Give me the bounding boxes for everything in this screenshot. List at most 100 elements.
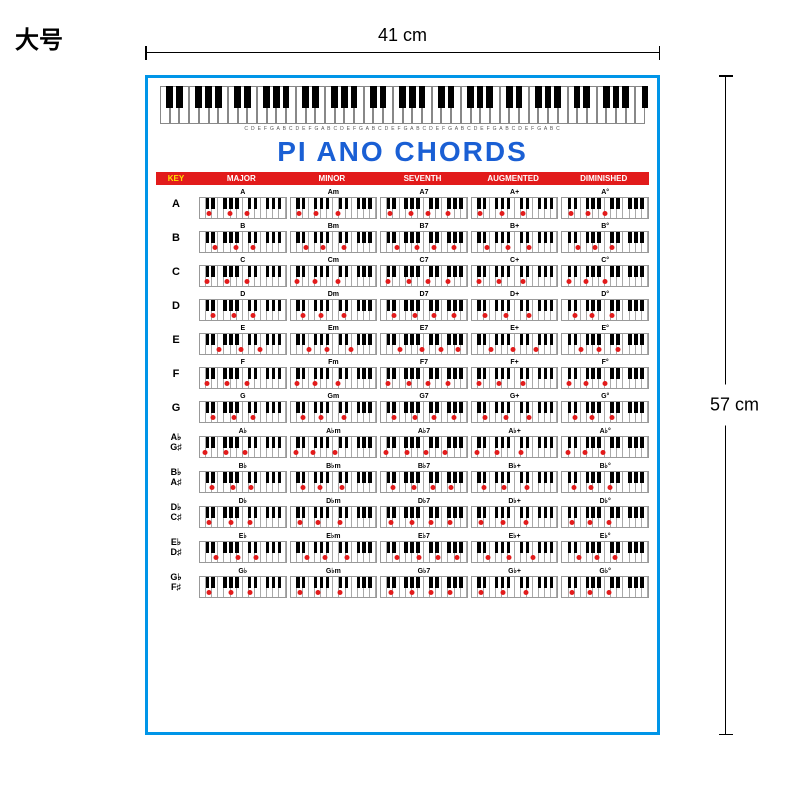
chord-diagram: G♭ — [199, 567, 287, 598]
chord-name: C7 — [380, 257, 468, 264]
chord-diagram: Am — [290, 189, 378, 219]
column-header: MAJOR — [196, 174, 287, 183]
chord-name: E♭m — [290, 532, 378, 540]
mini-keyboard — [380, 333, 468, 355]
mini-keyboard — [561, 541, 649, 563]
chord-diagram: A♭° — [561, 427, 649, 458]
chord-name: D+ — [471, 291, 559, 298]
chord-name: F7 — [380, 359, 468, 366]
chord-row: B♭A♯B♭B♭mB♭7B♭+B♭° — [156, 462, 649, 493]
mini-keyboard — [380, 231, 468, 253]
chord-diagram: F+ — [471, 359, 559, 389]
chord-name: E♭° — [561, 532, 649, 540]
chord-diagram: Cm — [290, 257, 378, 287]
chord-diagram: E° — [561, 325, 649, 355]
chord-diagram: A♭m — [290, 427, 378, 458]
mini-keyboard — [471, 401, 559, 423]
chord-diagram: G° — [561, 393, 649, 423]
chord-row: A♭G♯A♭A♭mA♭7A♭+A♭° — [156, 427, 649, 458]
mini-keyboard — [561, 231, 649, 253]
chord-diagram: G+ — [471, 393, 559, 423]
row-key-label: C — [156, 266, 196, 278]
mini-keyboard — [199, 333, 287, 355]
column-header: DIMINISHED — [558, 174, 649, 183]
chord-name: D♭+ — [471, 497, 559, 505]
mini-keyboard — [380, 401, 468, 423]
chord-name: G° — [561, 393, 649, 400]
mini-keyboard — [380, 367, 468, 389]
top-keyboard — [160, 86, 645, 124]
mini-keyboard — [290, 436, 378, 458]
chord-diagram: A♭+ — [471, 427, 559, 458]
mini-keyboard — [561, 299, 649, 321]
mini-keyboard — [290, 231, 378, 253]
mini-keyboard — [290, 265, 378, 287]
chord-diagram: D♭m — [290, 497, 378, 528]
width-value: 41 cm — [368, 25, 437, 46]
chord-diagram: B♭° — [561, 462, 649, 493]
row-key-label: D — [156, 300, 196, 312]
chord-diagram: G — [199, 393, 287, 423]
chord-name: C° — [561, 257, 649, 264]
chord-name: B♭ — [199, 462, 287, 470]
chord-name: G+ — [471, 393, 559, 400]
chord-name: F+ — [471, 359, 559, 366]
chord-diagram: C° — [561, 257, 649, 287]
chord-diagram: E♭m — [290, 532, 378, 563]
chord-diagram: D♭+ — [471, 497, 559, 528]
chord-name: A — [199, 189, 287, 196]
chord-diagram: D+ — [471, 291, 559, 321]
mini-keyboard — [561, 197, 649, 219]
poster-title: PI ANO CHORDS — [156, 136, 649, 168]
chord-name: B+ — [471, 223, 559, 230]
chord-diagram: D° — [561, 291, 649, 321]
chord-name: E+ — [471, 325, 559, 332]
mini-keyboard — [290, 367, 378, 389]
chord-name: B♭° — [561, 462, 649, 470]
mini-keyboard — [290, 576, 378, 598]
column-header: KEY — [156, 174, 196, 183]
mini-keyboard — [199, 401, 287, 423]
row-key-label: G♭F♯ — [156, 573, 196, 593]
mini-keyboard — [199, 367, 287, 389]
chord-diagram: A — [199, 189, 287, 219]
mini-keyboard — [561, 576, 649, 598]
chord-name: E7 — [380, 325, 468, 332]
chord-diagram: G♭7 — [380, 567, 468, 598]
chord-name: A♭7 — [380, 427, 468, 435]
mini-keyboard — [561, 265, 649, 287]
mini-keyboard — [471, 541, 559, 563]
chord-diagram: D7 — [380, 291, 468, 321]
mini-keyboard — [561, 471, 649, 493]
chord-name: B° — [561, 223, 649, 230]
chord-name: B♭7 — [380, 462, 468, 470]
chord-name: G♭+ — [471, 567, 559, 575]
mini-keyboard — [380, 299, 468, 321]
poster: C D E F G A B C D E F G A B C D E F G A … — [145, 75, 660, 735]
size-label: 大号 — [15, 20, 63, 55]
chord-row: D♭C♯D♭D♭mD♭7D♭+D♭° — [156, 497, 649, 528]
chord-diagram: D♭ — [199, 497, 287, 528]
chord-diagram: C — [199, 257, 287, 287]
mini-keyboard — [290, 197, 378, 219]
chord-name: Em — [290, 325, 378, 332]
mini-keyboard — [380, 471, 468, 493]
chord-row: FFFmF7F+F° — [156, 359, 649, 389]
chord-diagram: A♭7 — [380, 427, 468, 458]
mini-keyboard — [290, 506, 378, 528]
chord-row: EEEmE7E+E° — [156, 325, 649, 355]
chord-name: Cm — [290, 257, 378, 264]
mini-keyboard — [290, 333, 378, 355]
row-key-label: F — [156, 368, 196, 380]
mini-keyboard — [199, 506, 287, 528]
chord-name: C+ — [471, 257, 559, 264]
chord-diagram: G7 — [380, 393, 468, 423]
chord-diagram: B♭+ — [471, 462, 559, 493]
chord-diagram: D♭7 — [380, 497, 468, 528]
row-key-label: G — [156, 402, 196, 414]
chord-diagram: C7 — [380, 257, 468, 287]
chord-name: D♭m — [290, 497, 378, 505]
mini-keyboard — [561, 333, 649, 355]
chord-diagram: Em — [290, 325, 378, 355]
chord-name: B7 — [380, 223, 468, 230]
